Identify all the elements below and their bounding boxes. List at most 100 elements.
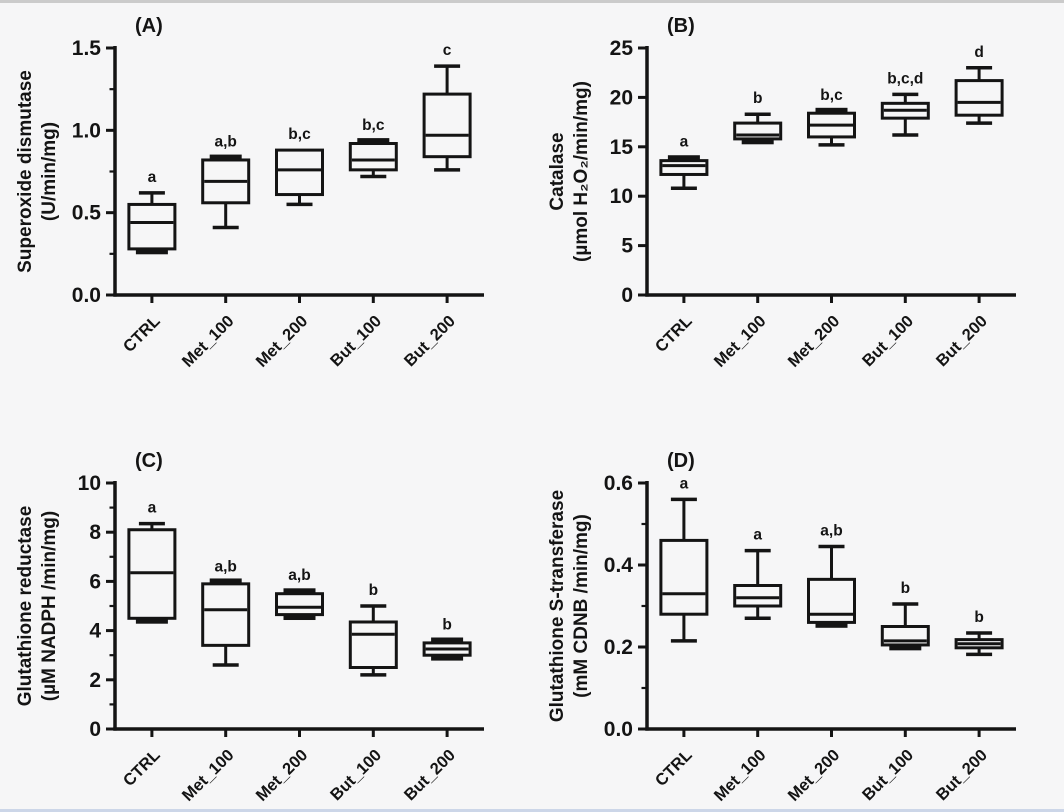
panel-label: (D) [667, 450, 695, 472]
x-category-label: But_200 [401, 312, 459, 370]
panel-glutathione-s-transferase: 0.0 0.2 0.4 0.6 CTRL Met_100 Met_200 But_100 But… [532, 406, 1064, 812]
y-tick-label: 10 [610, 185, 633, 208]
y-tick-label: 8 [89, 521, 101, 544]
significance-letters: a [148, 500, 157, 517]
max-marker [431, 637, 464, 644]
iqr-box [659, 159, 709, 176]
y-axis-title: (U/min/mg) [39, 122, 60, 221]
x-category-label: CTRL [652, 746, 696, 790]
x-category-label: But_100 [327, 312, 385, 370]
significance-letters: b,c [820, 87, 843, 104]
box-Met_200 [807, 544, 856, 628]
box-But_200 [422, 64, 472, 172]
y-tick-label: 0 [621, 284, 633, 307]
y-tick-label: 10 [78, 472, 101, 495]
x-category-label: Met_100 [711, 746, 770, 805]
significance-letters: a [148, 169, 157, 186]
x-category-label: CTRL [120, 312, 164, 356]
x-category-label: But_200 [933, 746, 991, 804]
significance-letters: a [680, 134, 689, 151]
x-category-label: But_200 [401, 746, 459, 804]
min-marker [135, 617, 168, 624]
box-CTRL [127, 521, 177, 624]
panel-catalase: 0 5 10 15 20 25 CTRL Met_100 Met_200 But_100 But_2… [532, 0, 1064, 406]
significance-letters: b,c,d [887, 70, 923, 87]
box-Met_100 [201, 578, 251, 667]
y-tick-label: 4 [89, 620, 101, 643]
significance-letters: b [901, 580, 910, 597]
y-axis-title: (µmol H₂O₂/min/mg) [571, 81, 592, 262]
significance-letters: c [443, 42, 452, 59]
iqr-box [659, 538, 709, 616]
y-tick-label: 1.0 [72, 119, 101, 142]
min-marker [135, 248, 168, 255]
y-tick-label: 0 [89, 718, 101, 741]
significance-letters: b,c [288, 126, 311, 143]
box-Met_200 [807, 107, 856, 147]
y-axis-title: Glutathione S-transferase [547, 490, 568, 722]
panel-glutathione-reductase: 0 2 4 6 8 10 CTRL Met_100 Met_200 But_100 But_200 G… [0, 406, 532, 812]
max-marker [209, 578, 242, 585]
y-axis-title: (µM NADPH /min/mg) [39, 511, 60, 701]
significance-letters: b [442, 616, 451, 633]
significance-letters: a [680, 475, 689, 492]
x-category-label: But_100 [327, 746, 385, 804]
x-category-label: Met_200 [785, 312, 844, 371]
significance-letters: b [369, 582, 378, 599]
y-tick-label: 1.5 [72, 37, 102, 60]
x-category-label: Met_100 [179, 312, 238, 371]
box-CTRL [127, 191, 177, 255]
y-axis-title: Catalase [547, 132, 568, 210]
x-category-label: But_100 [859, 746, 917, 804]
min-marker [815, 622, 848, 628]
box-CTRL [659, 497, 709, 643]
y-tick-label: 0.4 [604, 554, 634, 577]
x-category-label: But_100 [859, 312, 917, 370]
significance-letters: a [753, 527, 762, 544]
max-marker [357, 138, 390, 144]
min-marker [431, 654, 464, 661]
min-marker [741, 138, 774, 145]
x-category-label: CTRL [120, 746, 164, 790]
x-category-label: Met_100 [179, 746, 238, 805]
iqr-box [275, 592, 324, 617]
box-But_200 [954, 66, 1004, 125]
significance-letters: a,b [214, 134, 236, 151]
box-Met_200 [275, 148, 324, 207]
significance-letters: a,b [820, 523, 842, 540]
boxplot-chart: 0 2 4 6 8 10 CTRL Met_100 Met_200 But_100 But_200 G… [15, 450, 484, 805]
y-axis-title: Superoxide dismutase [15, 70, 36, 273]
panel-superoxide-dismutase: 0.0 0.5 1.0 1.5 CTRL Met_100 Met_200 But_100 But… [0, 0, 532, 406]
x-category-label: Met_200 [253, 312, 312, 371]
significance-letters: a,b [288, 567, 310, 584]
top-edge-strip [0, 0, 1064, 3]
boxplot-chart: 0.0 0.2 0.4 0.6 CTRL Met_100 Met_200 But_100 But… [547, 450, 1016, 805]
box-CTRL [659, 155, 709, 191]
x-category-label: Met_200 [785, 746, 844, 805]
y-tick-label: 0.5 [72, 202, 102, 225]
min-marker [889, 644, 922, 651]
iqr-box [201, 582, 251, 647]
y-tick-label: 15 [610, 136, 634, 159]
y-axis-title: (mM CDNB /min/mg) [571, 514, 592, 698]
x-category-label: Met_100 [711, 312, 770, 371]
y-tick-label: 0.2 [604, 636, 633, 659]
x-category-label: CTRL [652, 312, 696, 356]
significance-letters: b [753, 90, 762, 107]
box-But_100 [348, 138, 398, 179]
box-Met_200 [275, 588, 324, 621]
max-marker [209, 154, 242, 161]
iqr-box [422, 92, 472, 159]
max-marker [815, 107, 848, 114]
iqr-box [954, 79, 1004, 117]
box-But_200 [422, 637, 472, 661]
box-Met_100 [733, 548, 783, 621]
max-marker [667, 155, 700, 162]
box-But_200 [954, 631, 1004, 657]
bottom-edge-strip [0, 809, 1064, 812]
significance-letters: b,c [362, 117, 385, 134]
box-Met_100 [733, 112, 783, 145]
panel-label: (A) [135, 15, 163, 37]
y-tick-label: 0.0 [72, 284, 101, 307]
significance-letters: a,b [214, 559, 236, 576]
